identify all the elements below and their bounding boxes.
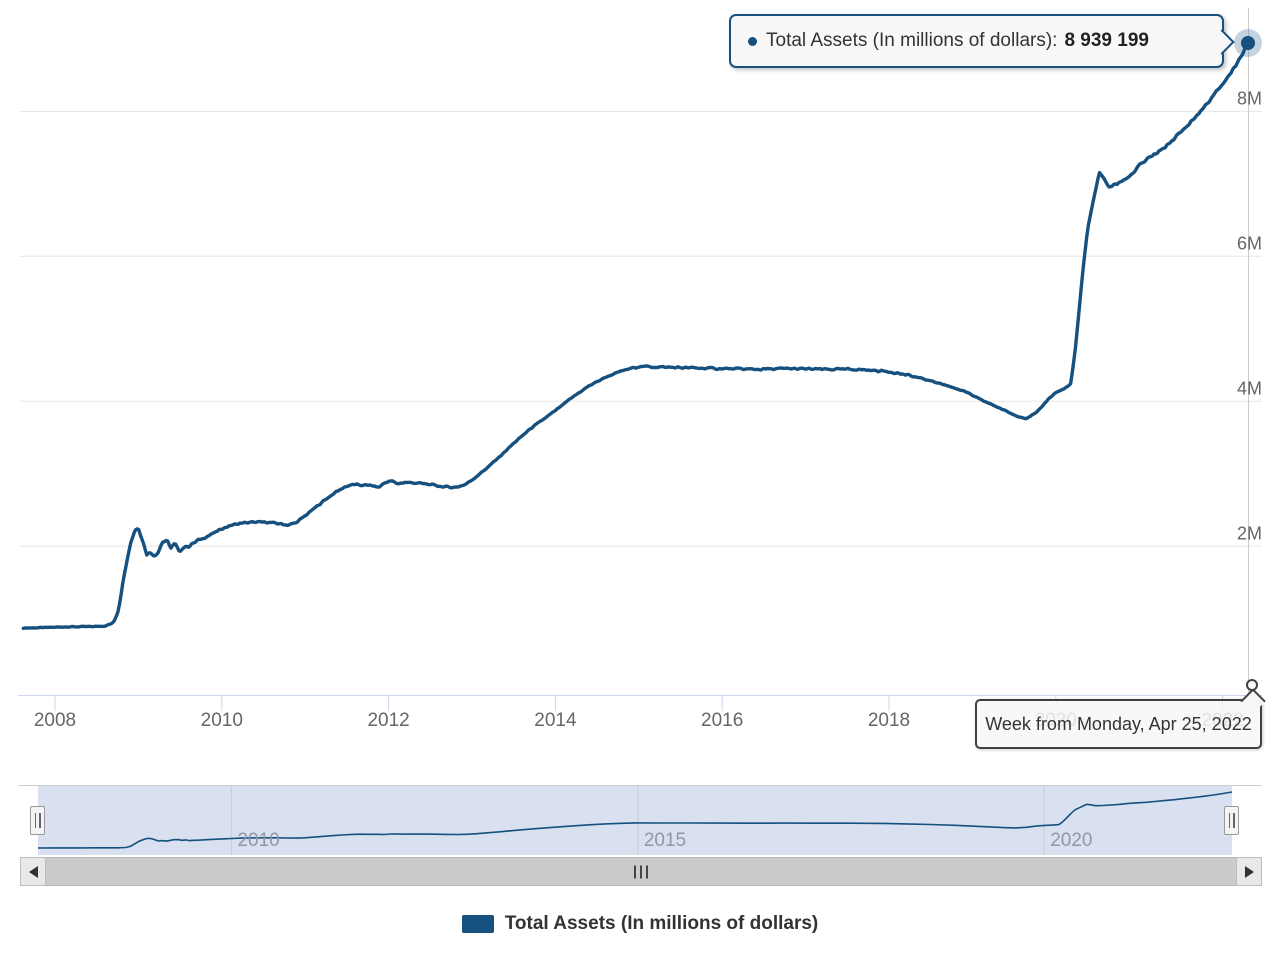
navigator-handle-left[interactable] (30, 806, 45, 835)
navigator-axis-label: 2020 (1050, 830, 1093, 851)
x-axis-label: 2008 (33, 710, 77, 731)
gridlines (20, 110, 1262, 547)
main-chart[interactable] (0, 0, 1280, 890)
y-axis-label: 4M (1236, 378, 1262, 399)
series-bullet-icon (748, 36, 757, 46)
x-axis-tooltip: Week from Monday, Apr 25, 2022 (975, 679, 1266, 749)
tooltip: Total Assets (In millions of dollars): 8… (729, 14, 1235, 68)
scroll-left-button[interactable] (20, 857, 46, 886)
series-line[interactable] (21, 41, 1251, 631)
scrollbar[interactable] (20, 857, 1262, 886)
crosshair-knob-icon (1246, 679, 1258, 691)
x-axis-label: 2014 (534, 710, 577, 731)
y-axis-label: 6M (1236, 233, 1262, 254)
x-axis-label: 2018 (867, 710, 911, 731)
navigator[interactable] (18, 785, 1262, 856)
x-axis-label: 2010 (200, 710, 243, 731)
scroll-right-icon (1244, 865, 1254, 878)
scroll-right-button[interactable] (1236, 857, 1262, 886)
tooltip-series-label: Total Assets (In millions of dollars): (766, 30, 1058, 51)
x-axis-label: 2016 (701, 710, 744, 731)
legend-label: Total Assets (In millions of dollars) (504, 913, 819, 934)
y-axis-label: 8M (1236, 88, 1262, 109)
navigator-axis-label: 2010 (237, 830, 280, 851)
legend-swatch (461, 915, 494, 933)
x-axis-label: 2012 (367, 710, 410, 731)
scroll-left-icon (28, 865, 38, 878)
scrollbar-grip-icon (634, 865, 648, 878)
legend-item[interactable]: Total Assets (In millions of dollars) (0, 913, 1280, 935)
tooltip-value: 8 939 199 (1064, 30, 1149, 51)
x-axis-tooltip-text: Week from Monday, Apr 25, 2022 (985, 713, 1252, 734)
navigator-axis-label: 2015 (643, 830, 687, 851)
navigator-handle-right[interactable] (1224, 806, 1239, 835)
scrollbar-track[interactable] (46, 857, 1236, 886)
y-axis-label: 2M (1236, 523, 1262, 544)
data-point-marker[interactable] (1241, 36, 1256, 51)
